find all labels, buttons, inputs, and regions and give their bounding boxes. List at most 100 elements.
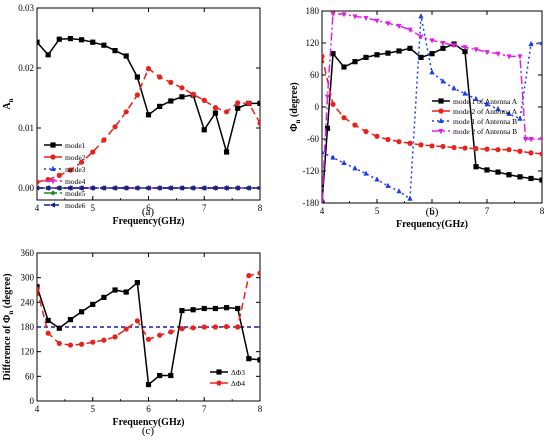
data-point-6 [101,294,107,300]
data-point-17 [495,169,501,175]
y-tick-label: -180 [303,198,320,208]
data-point-20 [539,39,542,45]
x-tick-label: 6 [146,203,151,213]
data-point-1 [45,330,51,336]
data-point-13 [462,145,468,151]
y-tick-label: -120 [303,166,320,176]
data-point-2 [341,115,347,121]
data-point-17 [223,323,230,330]
y-axis-label-main: A [2,102,13,110]
y-axis-label-sub: n [7,311,15,315]
data-point-8 [123,326,129,332]
data-point-6 [374,52,380,58]
data-point-5 [89,185,95,191]
x-tick-label: 5 [91,404,96,414]
data-point-legend-1 [50,154,56,160]
plot-area [322,11,542,203]
data-point-8 [123,53,129,59]
data-point-10 [418,34,424,40]
data-point-15 [473,164,479,170]
data-point-18 [235,324,241,330]
data-point-4 [352,59,358,65]
data-point-6 [101,337,107,343]
data-point-16 [495,105,501,112]
data-point-6 [374,18,380,24]
data-point-19 [246,356,252,362]
data-point-1 [324,94,331,100]
data-point-18 [235,105,241,111]
data-point-12 [451,85,457,91]
data-point-6 [385,136,391,143]
data-point-2 [330,11,336,17]
data-point-8 [396,48,402,54]
data-point-4 [363,128,369,135]
data-point-19 [517,54,523,60]
data-point-5 [90,301,96,307]
data-point-4 [79,341,85,347]
legend-label: ΔΦ4 [231,379,245,388]
data-point-legend-5 [49,202,55,208]
data-point-11 [157,332,163,338]
x-tick-label: 5 [375,206,380,216]
data-point-3 [67,342,74,348]
data-point-14 [189,185,196,191]
data-point-6 [385,182,391,188]
data-point-9 [134,185,140,191]
y-tick-label: 120 [306,38,320,48]
y-tick-label: 180 [306,6,320,16]
data-point-3 [352,165,358,171]
chart-panel-b: 4 5 6 7 8 -180 -120 -60 0 60 120 180 Frequency(GHz) Φ… [289,6,545,230]
data-point-2 [330,51,336,57]
data-point-11 [440,143,446,150]
data-point-11 [157,372,163,379]
data-point-8 [396,23,402,30]
panel-caption: (a) [142,206,155,218]
data-point-14 [473,146,479,152]
data-point-0 [37,286,40,292]
data-point-10 [145,112,152,118]
x-tick-label: 6 [430,206,435,216]
x-tick-label: 6 [146,404,151,414]
series-6 [37,185,260,191]
data-point-2 [56,340,62,347]
data-point-0 [37,185,39,191]
x-tick-label: 5 [91,203,96,213]
data-point-7 [112,124,118,130]
data-point-9 [134,318,140,324]
data-point-3 [67,317,74,323]
data-point-13 [179,326,185,332]
data-point-legend-3 [50,179,56,185]
data-point-7 [112,48,118,54]
data-point-legend-0 [216,369,222,375]
data-point-8 [123,289,129,295]
data-point-14 [190,325,196,331]
data-point-16 [484,167,490,173]
data-point-4 [79,309,85,315]
data-point-4 [352,14,358,20]
data-point-11 [156,185,162,191]
data-point-3 [352,122,358,128]
data-point-18 [506,54,512,60]
data-point-6 [101,42,107,48]
data-point-19 [246,273,252,279]
data-point-legend-2 [438,117,444,123]
data-point-12 [440,45,446,51]
data-point-16 [212,305,218,312]
y-tick-label: 0 [30,396,35,406]
data-point-11 [429,51,435,57]
data-point-9 [134,280,140,286]
data-point-16 [484,50,490,56]
data-point-5 [363,54,369,60]
y-axis-label-unit: (degree) [2,273,13,310]
data-point-legend-2 [50,165,56,171]
data-point-11 [440,78,446,84]
data-point-10 [145,336,152,342]
data-point-3 [67,36,74,42]
series-3 [322,13,542,201]
series-2 [37,270,260,348]
y-tick-label: 360 [21,248,35,258]
data-point-18 [517,115,523,121]
data-point-18 [506,172,512,178]
data-point-19 [517,174,523,180]
